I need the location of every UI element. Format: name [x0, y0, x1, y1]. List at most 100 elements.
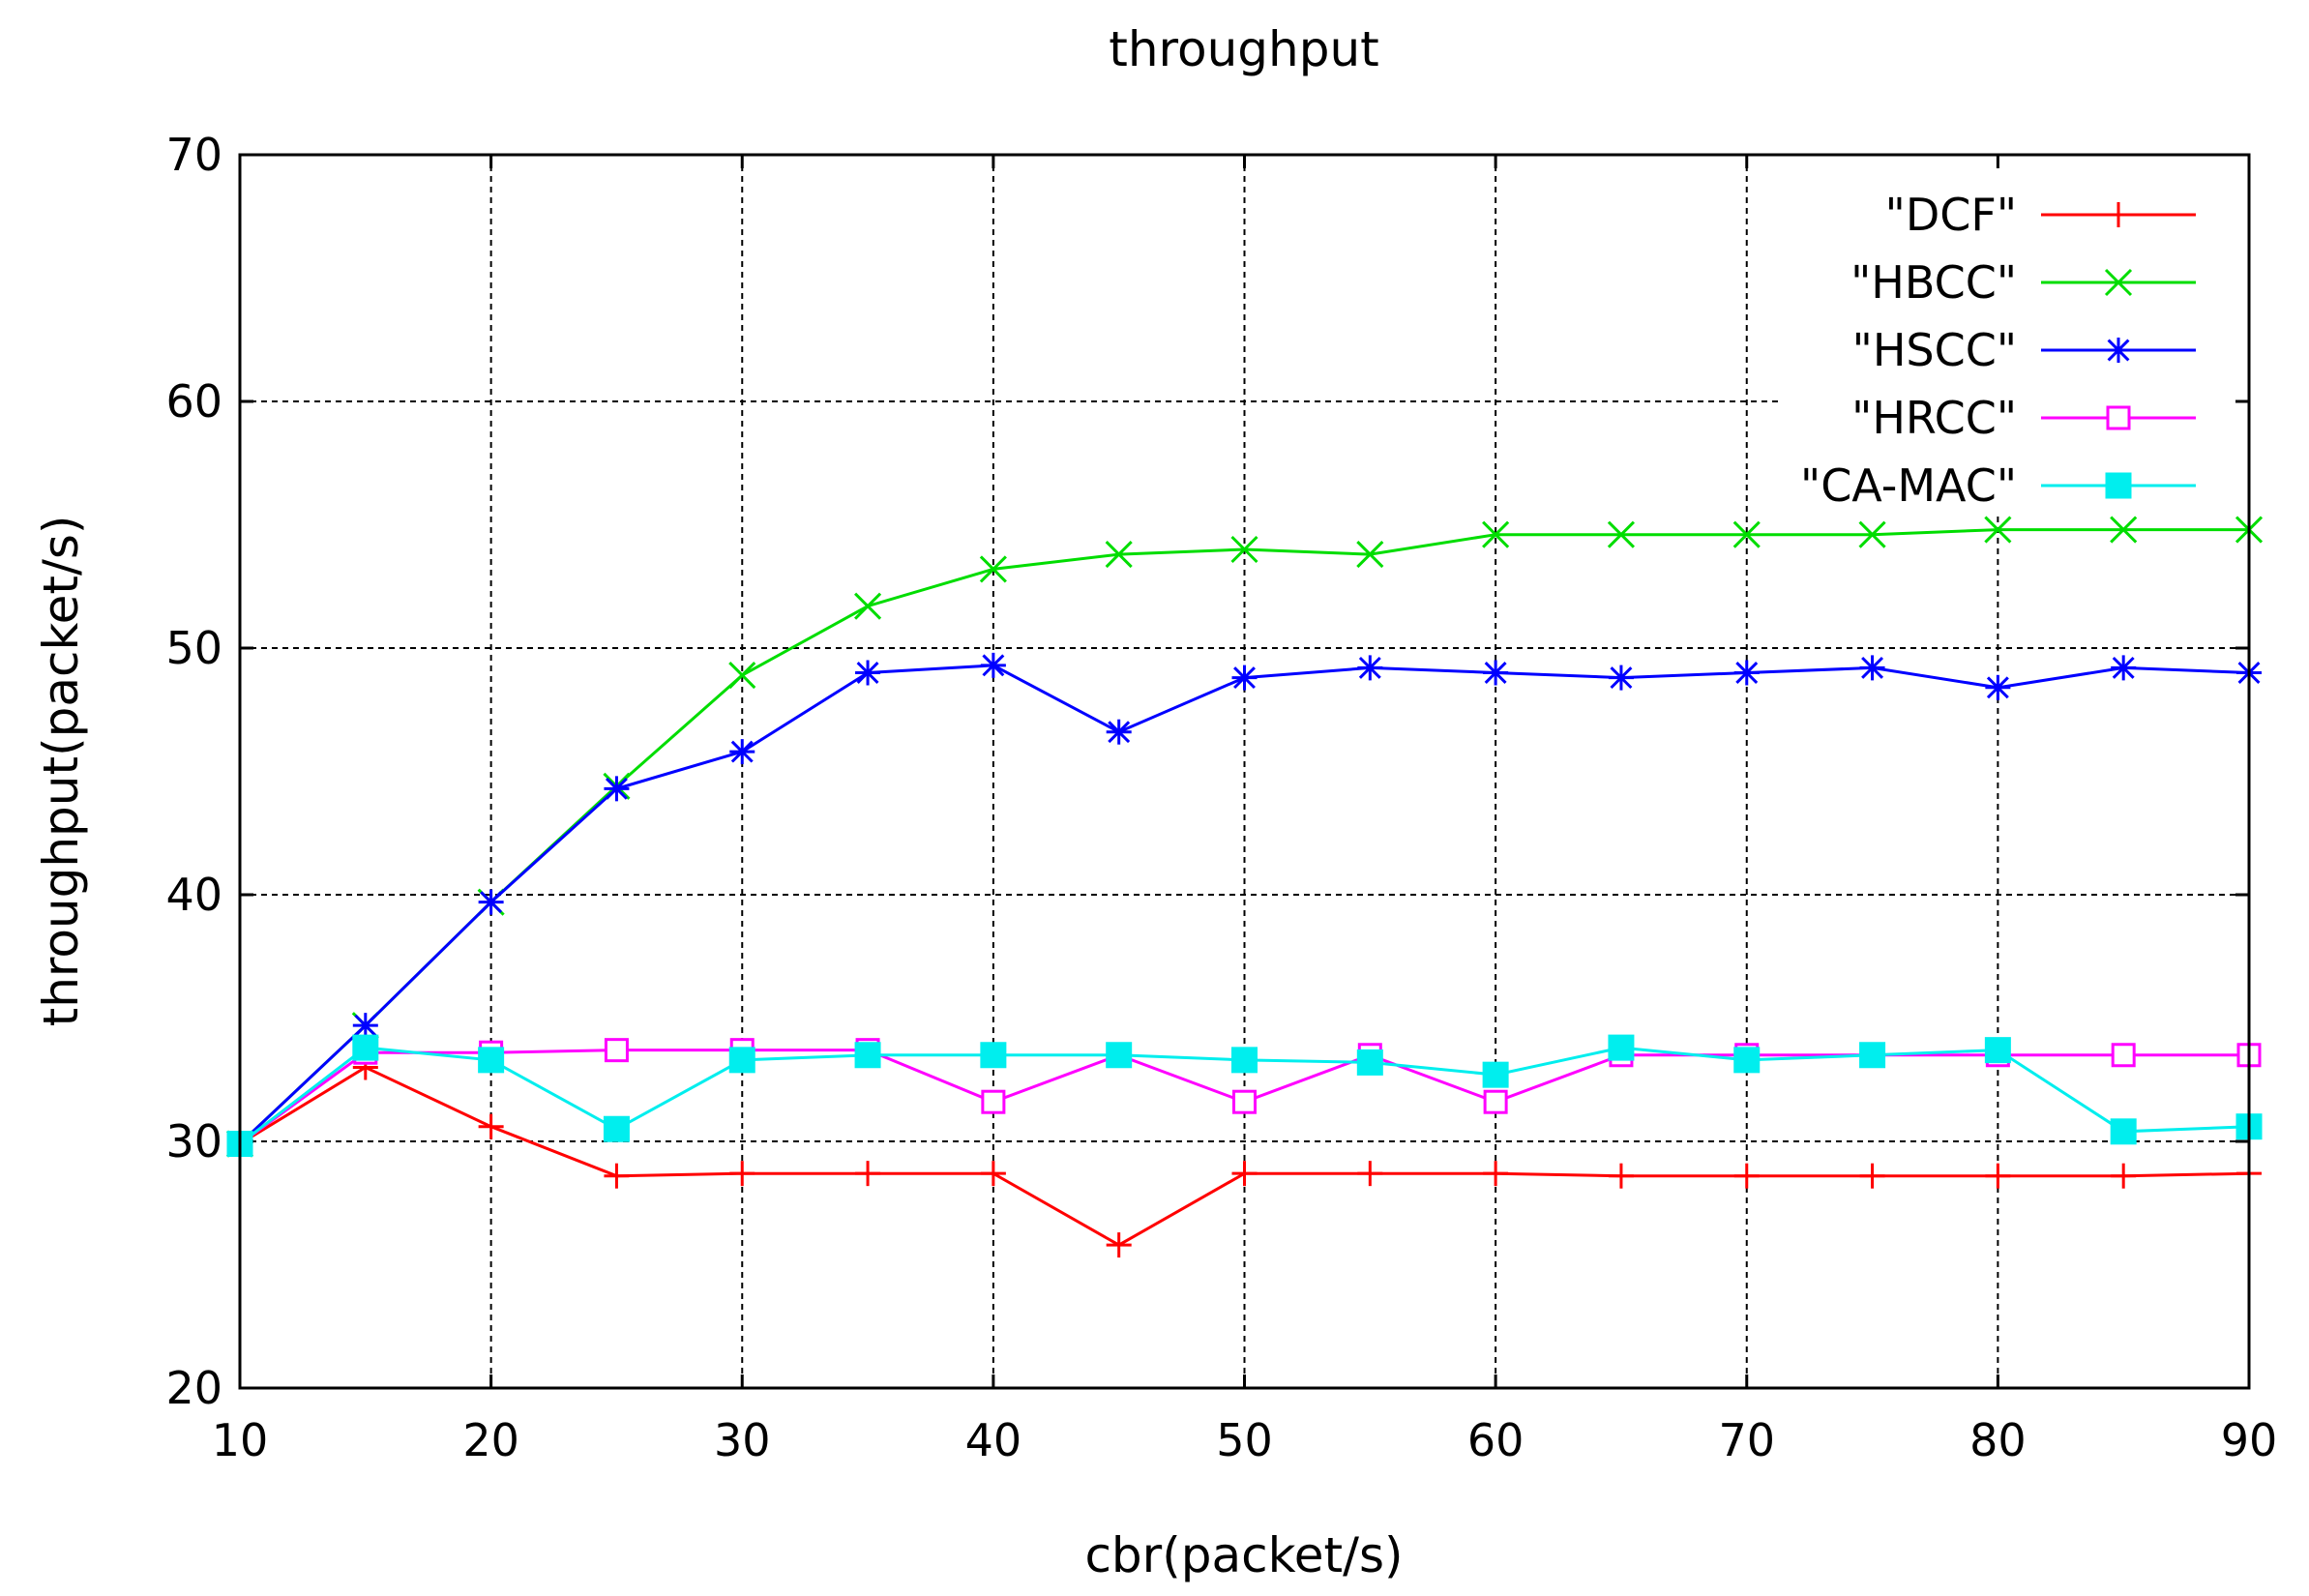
data-point	[1733, 1163, 1760, 1189]
data-point	[1733, 1047, 1761, 1074]
data-point	[1106, 1042, 1133, 1069]
data-point	[1483, 1161, 1509, 1187]
data-point	[854, 592, 882, 620]
data-point	[1483, 660, 1509, 686]
grid-lines	[240, 155, 2249, 1388]
legend-label: "HSCC"	[1852, 324, 2017, 376]
data-point	[352, 1034, 379, 1061]
legend-marker	[2106, 202, 2131, 227]
data-point	[1231, 1161, 1258, 1187]
data-point	[604, 1163, 630, 1189]
y-tick-label: 40	[165, 869, 222, 921]
data-point	[603, 1115, 630, 1142]
data-point	[478, 1047, 505, 1074]
x-tick-label: 30	[714, 1414, 771, 1466]
data-point	[2111, 1163, 2137, 1189]
data-point	[1356, 541, 1384, 569]
data-point	[1230, 535, 1258, 564]
data-point	[1106, 1232, 1132, 1258]
legend-marker	[2104, 268, 2133, 297]
data-point	[1608, 665, 1634, 691]
legend-entry: "CA-MAC"	[1800, 459, 2196, 512]
legend-entry: "HSCC"	[1852, 324, 2196, 376]
y-tick-label: 30	[165, 1115, 222, 1167]
data-point	[604, 1038, 629, 1063]
legend: "DCF" "HBCC" "HSCC" "HRCC" "CA-MAC"	[1800, 189, 2196, 512]
data-point	[2111, 1043, 2136, 1068]
data-point	[729, 739, 755, 765]
data-point	[729, 1161, 755, 1187]
y-tick-label: 70	[165, 129, 222, 181]
data-point	[2111, 655, 2137, 681]
legend-background	[1780, 157, 2247, 515]
data-point	[1357, 1161, 1383, 1187]
data-point	[1483, 1089, 1508, 1114]
data-point	[855, 660, 881, 686]
legend-label: "HBCC"	[1850, 256, 2017, 309]
legend-marker	[2106, 405, 2131, 430]
data-point	[2110, 516, 2138, 544]
data-point	[1607, 520, 1635, 548]
data-point	[478, 1113, 504, 1139]
data-point	[604, 776, 630, 802]
data-point	[1985, 674, 2011, 700]
data-point	[1859, 1042, 1886, 1069]
x-tick-label: 20	[462, 1414, 519, 1466]
x-tick-label: 90	[2221, 1414, 2278, 1466]
legend-label: "HRCC"	[1851, 392, 2017, 444]
y-tick-label: 50	[165, 622, 222, 674]
legend-entry: "HRCC"	[1851, 392, 2196, 444]
data-point	[980, 1161, 1006, 1187]
data-point	[980, 652, 1006, 678]
x-tick-label: 50	[1216, 1414, 1273, 1466]
data-point	[1357, 655, 1383, 681]
y-axis-label: throughput(packet/s)	[33, 516, 89, 1027]
data-point	[1984, 516, 2012, 544]
data-point	[1482, 520, 1510, 548]
series-lines	[225, 516, 2264, 1258]
data-point	[1732, 520, 1761, 548]
data-point	[1985, 1163, 2011, 1189]
legend-entry: "HBCC"	[1850, 256, 2196, 309]
data-point	[1984, 1037, 2011, 1064]
x-tick-label: 70	[1718, 1414, 1775, 1466]
plot-frame	[238, 153, 2251, 1390]
data-point	[1482, 1061, 1509, 1088]
legend-marker	[2106, 338, 2131, 363]
legend-label: "DCF"	[1885, 189, 2017, 241]
x-tick-label: 40	[965, 1414, 1022, 1466]
chart-title: throughput	[1109, 21, 1379, 77]
legend-marker	[2105, 472, 2132, 499]
data-point	[1231, 1047, 1258, 1074]
data-point	[1858, 520, 1886, 548]
data-point	[1232, 1089, 1257, 1114]
data-point	[1859, 655, 1885, 681]
legend-label: "CA-MAC"	[1800, 459, 2017, 512]
y-tick-label: 20	[165, 1362, 222, 1414]
data-point	[728, 1047, 755, 1074]
data-point	[1859, 1163, 1885, 1189]
data-point	[1608, 1163, 1634, 1189]
data-point	[728, 661, 756, 690]
data-point	[1231, 665, 1258, 691]
data-point	[854, 1042, 881, 1069]
data-point	[1356, 1049, 1383, 1076]
x-tick-label: 60	[1467, 1414, 1525, 1466]
data-point	[352, 1013, 378, 1039]
data-point	[1105, 541, 1133, 569]
series-4	[226, 1034, 2263, 1158]
y-tick-label: 60	[165, 375, 222, 428]
data-point	[1733, 660, 1760, 686]
x-tick-label: 10	[212, 1414, 269, 1466]
x-axis-label: cbr(packet/s)	[1084, 1527, 1403, 1583]
data-point	[981, 1089, 1006, 1114]
legend-entry: "DCF"	[1885, 189, 2196, 241]
data-point	[478, 889, 504, 915]
data-point	[980, 1042, 1007, 1069]
x-tick-label: 80	[1969, 1414, 2027, 1466]
data-point	[1106, 719, 1132, 745]
data-point	[855, 1161, 881, 1187]
data-point	[1608, 1034, 1635, 1061]
